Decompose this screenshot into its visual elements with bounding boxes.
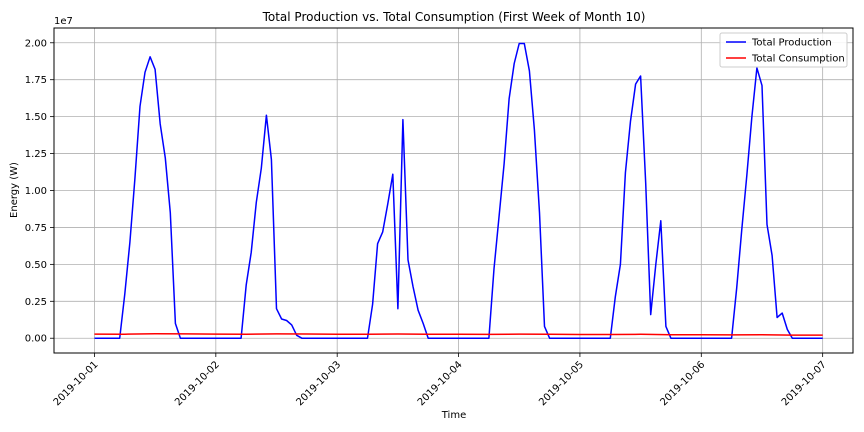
y-tick-label: 0.50 (25, 260, 47, 271)
x-tick-label: 2019-10-05 (537, 359, 586, 408)
series-line-total-production (94, 42, 823, 339)
legend-entry: Total Consumption (751, 54, 845, 65)
x-axis-label: Time (441, 410, 466, 421)
y-tick-label: 1.25 (25, 149, 47, 160)
y-tick-label: 2.00 (25, 38, 47, 49)
legend: Total Production Total Consumption (719, 32, 848, 68)
y-tick-label: 0.25 (25, 297, 47, 308)
legend-box (719, 32, 848, 68)
x-tick-label: 2019-10-02 (173, 359, 222, 408)
x-tick-label: 2019-10-06 (659, 359, 708, 408)
x-tick-label: 2019-10-07 (780, 359, 829, 408)
y-tick-label: 0.75 (25, 223, 47, 234)
y-tick-label: 0.00 (25, 334, 47, 345)
y-axis-ticks: 0.00 0.25 0.50 0.75 1.00 1.25 1.50 1.75 2.00 (25, 38, 54, 345)
y-axis-scale-label: 1e7 (54, 16, 73, 27)
chart-title: Total Production vs. Total Consumption (… (262, 10, 646, 24)
x-tick-label: 2019-10-01 (52, 359, 101, 408)
y-axis-label: Energy (W) (9, 162, 20, 218)
series-layer (94, 42, 823, 339)
x-axis-ticks: 2019-10-01 2019-10-02 2019-10-03 2019-10-04… (52, 353, 829, 408)
y-tick-label: 1.50 (25, 112, 47, 123)
legend-entry: Total Production (751, 38, 832, 49)
x-tick-label: 2019-10-04 (416, 359, 465, 408)
x-tick-label: 2019-10-03 (294, 359, 343, 408)
y-tick-label: 1.00 (25, 186, 47, 197)
y-tick-label: 1.75 (25, 75, 47, 86)
grid-lines (54, 28, 853, 353)
series-line-total-consumption (94, 333, 823, 336)
